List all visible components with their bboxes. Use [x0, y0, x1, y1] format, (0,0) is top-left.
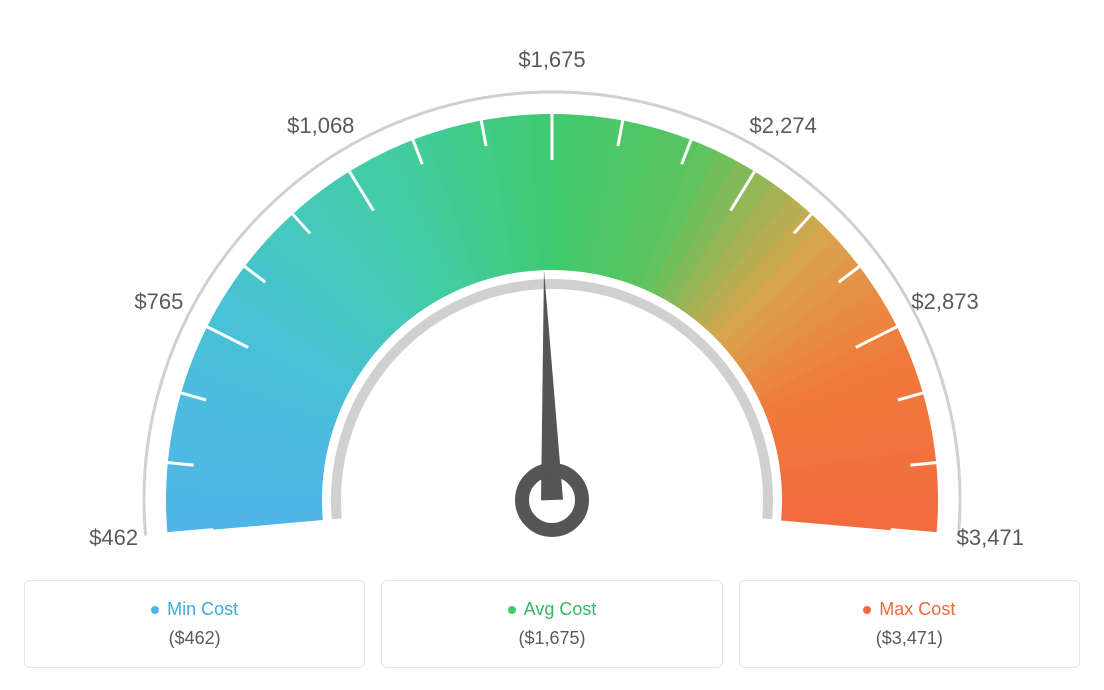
- gauge-scale-label: $3,471: [957, 525, 1024, 551]
- legend-dot-min: [151, 606, 159, 614]
- legend-value-max: ($3,471): [752, 628, 1067, 649]
- gauge-scale-label: $1,068: [287, 113, 354, 139]
- legend-dot-avg: [508, 606, 516, 614]
- legend-title-avg: Avg Cost: [508, 599, 597, 620]
- gauge-scale-label: $462: [89, 525, 138, 551]
- legend-title-text-avg: Avg Cost: [524, 599, 597, 620]
- legend-value-avg: ($1,675): [394, 628, 709, 649]
- gauge-scale-label: $2,873: [911, 289, 978, 315]
- legend-value-min: ($462): [37, 628, 352, 649]
- legend-row: Min Cost ($462) Avg Cost ($1,675) Max Cost ($…: [0, 580, 1104, 668]
- gauge-scale-label: $765: [134, 289, 183, 315]
- gauge-svg: [0, 0, 1104, 560]
- gauge-scale-label: $1,675: [518, 47, 585, 73]
- legend-title-text-min: Min Cost: [167, 599, 238, 620]
- legend-dot-max: [863, 606, 871, 614]
- legend-card-max: Max Cost ($3,471): [739, 580, 1080, 668]
- legend-card-min: Min Cost ($462): [24, 580, 365, 668]
- legend-title-text-max: Max Cost: [879, 599, 955, 620]
- legend-card-avg: Avg Cost ($1,675): [381, 580, 722, 668]
- legend-title-max: Max Cost: [863, 599, 955, 620]
- cost-gauge-chart: $462 $765 $1,068 $1,675 $2,274 $2,873 $3,471: [0, 0, 1104, 560]
- legend-title-min: Min Cost: [151, 599, 238, 620]
- gauge-scale-label: $2,274: [750, 113, 817, 139]
